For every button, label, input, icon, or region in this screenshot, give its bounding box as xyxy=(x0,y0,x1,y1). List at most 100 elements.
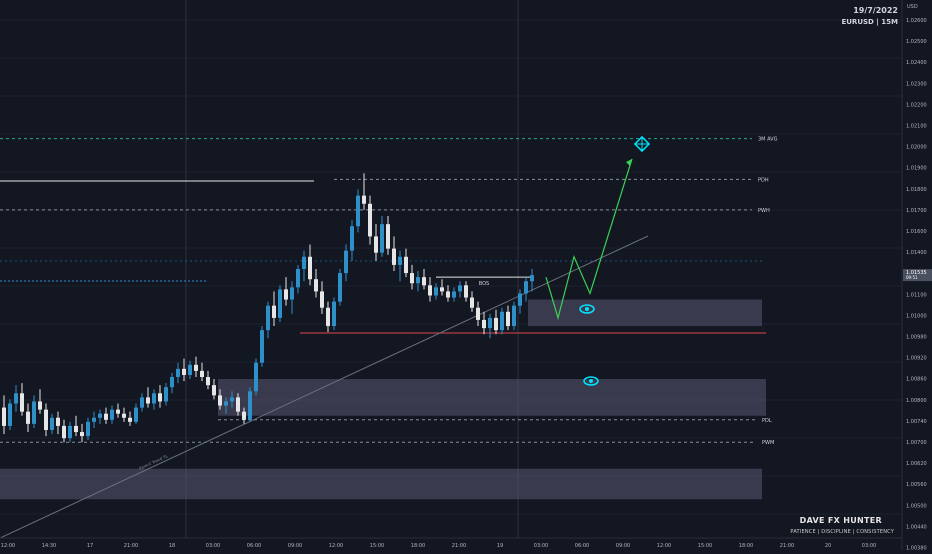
y-tick-label: 1.01700 xyxy=(906,208,927,214)
x-tick-label: 15:00 xyxy=(698,543,712,549)
candle-body xyxy=(218,395,222,406)
y-tick-label: 1.02200 xyxy=(906,102,927,108)
demand-zone-middle xyxy=(218,379,766,416)
level-label-pdh: PDH xyxy=(758,177,769,183)
candle-body xyxy=(74,425,78,433)
x-tick-label: 03:00 xyxy=(206,543,220,549)
eye-pupil xyxy=(585,307,589,311)
candle-body xyxy=(344,250,348,274)
x-tick-label: 06:00 xyxy=(575,543,589,549)
chart-date: 19/7/2022 xyxy=(853,6,898,15)
y-tick-label: 1.02400 xyxy=(906,60,927,66)
eye-pupil xyxy=(589,379,593,383)
candle-body xyxy=(428,285,432,296)
candle-body xyxy=(116,409,120,414)
candle-body xyxy=(314,279,318,292)
candle-body xyxy=(362,195,366,204)
candle-body xyxy=(368,203,372,237)
chart-symbol-timeframe: EURUSD | 15M xyxy=(841,18,898,26)
candle-body xyxy=(356,195,360,227)
candle-body xyxy=(92,417,96,422)
y-tick-label: 1.00800 xyxy=(906,398,927,404)
candle-body xyxy=(446,291,450,298)
candle-body xyxy=(482,319,486,329)
demand-zone-upper xyxy=(528,299,762,327)
y-tick-label: 1.02000 xyxy=(906,145,927,151)
candle-body xyxy=(170,377,174,388)
candle-body xyxy=(164,387,168,402)
candle-body xyxy=(530,275,534,282)
eye-outline xyxy=(579,304,595,314)
x-tick-label: 03:00 xyxy=(534,543,548,549)
candle-body xyxy=(254,362,258,392)
target-diamond xyxy=(633,135,651,153)
y-tick-label: 1.00700 xyxy=(906,440,927,446)
candle-body xyxy=(44,409,48,430)
candle-body xyxy=(272,305,276,318)
eye-icon xyxy=(583,376,599,386)
x-tick-label: 19 xyxy=(497,543,503,549)
candle-body xyxy=(236,397,240,412)
x-tick-label: 18 xyxy=(169,543,175,549)
candle-body xyxy=(158,393,162,402)
level-label-pwh: PWH xyxy=(758,208,770,214)
x-tick-label: 20 xyxy=(825,543,831,549)
candle-body xyxy=(176,368,180,378)
y-axis-unit-label: USD xyxy=(907,4,918,10)
level-label-pwm: PWM xyxy=(762,440,774,446)
candle-body xyxy=(80,432,84,437)
candle-body xyxy=(128,417,132,422)
level-label-pdl: PDL xyxy=(762,418,772,424)
candle-body xyxy=(56,417,60,426)
candle-body xyxy=(488,317,492,329)
x-tick-label: 06:00 xyxy=(247,543,261,549)
y-tick-label: 1.01100 xyxy=(906,292,927,298)
x-tick-label: 12:00 xyxy=(1,543,15,549)
candle-body xyxy=(200,370,204,378)
projection-path xyxy=(545,158,633,321)
x-tick-label: 12:00 xyxy=(657,543,671,549)
candle-body xyxy=(2,407,6,426)
candle-body xyxy=(26,411,30,424)
y-tick-label: 1.01000 xyxy=(906,313,927,319)
x-tick-label: 14:30 xyxy=(42,543,56,549)
x-tick-label: 18:00 xyxy=(411,543,425,549)
candle-body xyxy=(50,417,54,430)
y-tick-label: 1.00560 xyxy=(906,482,927,488)
y-tick-label: 1.01400 xyxy=(906,250,927,256)
current-price-label: 1.01535 xyxy=(906,270,927,276)
x-tick-label: 21:00 xyxy=(780,543,794,549)
eye-outline xyxy=(583,376,599,386)
candle-body xyxy=(392,248,396,265)
x-tick-label: 17 xyxy=(87,543,93,549)
candle-body xyxy=(212,385,216,396)
candle-body xyxy=(20,393,24,412)
candle-body xyxy=(380,224,384,253)
candle-body xyxy=(404,256,408,274)
candle-body xyxy=(338,273,342,302)
candle-body xyxy=(458,285,462,292)
candle-body xyxy=(278,289,282,318)
candle-body xyxy=(524,281,528,294)
y-tick-label: 1.00620 xyxy=(906,461,927,467)
y-tick-label: 1.00740 xyxy=(906,419,927,425)
candle-body xyxy=(140,397,144,408)
candle-body xyxy=(518,293,522,306)
candle-body xyxy=(224,401,228,406)
candle-body xyxy=(440,287,444,292)
demand-zone-lower xyxy=(0,468,762,500)
candle-body xyxy=(416,277,420,284)
candle-body xyxy=(434,287,438,296)
brand-tagline: PATIENCE | DISCIPLINE | CONSISTENCY xyxy=(790,529,894,535)
candle-body xyxy=(350,226,354,251)
y-tick-label: 1.00980 xyxy=(906,335,927,341)
candle-body xyxy=(386,224,390,249)
candle-body xyxy=(494,317,498,331)
candle-body xyxy=(500,311,504,331)
candle-body xyxy=(422,277,426,286)
candle-body xyxy=(182,368,186,375)
eye-icon xyxy=(579,304,595,314)
